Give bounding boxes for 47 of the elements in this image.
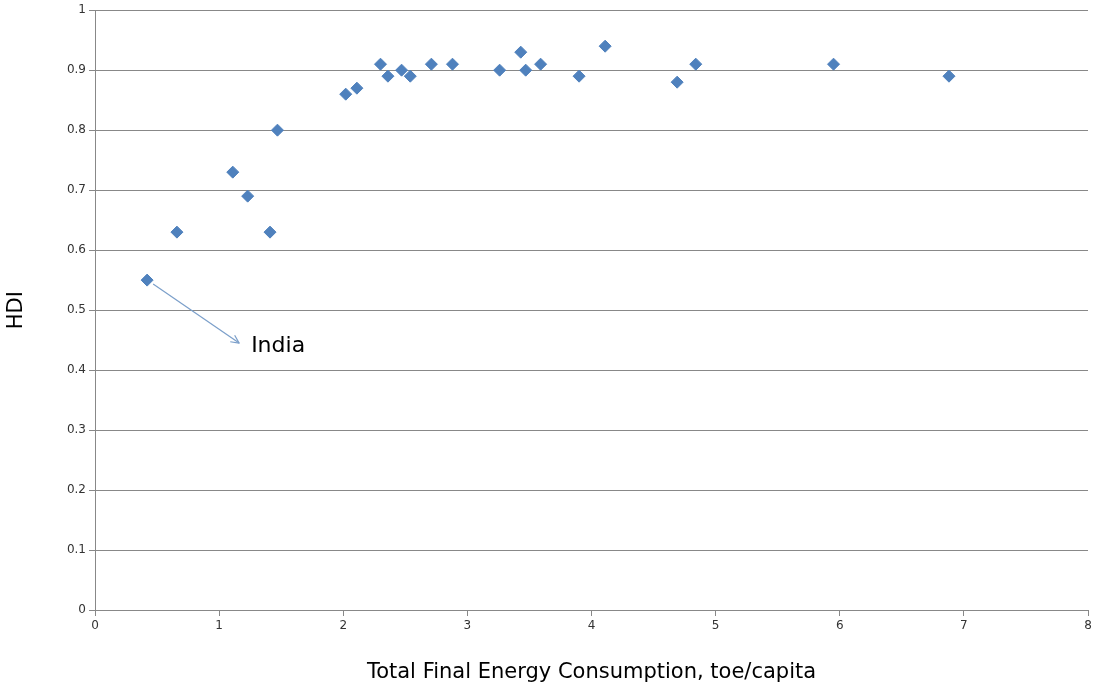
y-tick-label: 0.4 — [66, 362, 86, 377]
x-axis-title: Total Final Energy Consumption, toe/capita — [365, 658, 817, 683]
x-tick-label: 3 — [463, 618, 472, 633]
point — [445, 57, 459, 71]
point — [689, 57, 703, 71]
point — [519, 63, 533, 77]
y-tick-label: 0.5 — [66, 302, 86, 317]
point — [373, 57, 387, 71]
y-tick-label: 1 — [78, 2, 86, 17]
y-axis-title: HDI — [3, 291, 28, 330]
point — [140, 273, 154, 287]
x-tick-label: 2 — [339, 618, 348, 633]
x-tick-label: 8 — [1084, 618, 1092, 633]
point — [942, 69, 956, 83]
x-tick-label: 4 — [587, 618, 596, 633]
point — [670, 75, 684, 89]
x-tick-label: 0 — [91, 618, 99, 633]
point — [226, 165, 240, 179]
point — [350, 81, 364, 95]
y-tick-label: 0.3 — [66, 422, 86, 437]
point — [270, 123, 284, 137]
x-tick-label: 1 — [215, 618, 223, 633]
y-tick-label: 0 — [78, 602, 86, 617]
y-tick-label: 0.7 — [66, 182, 86, 197]
point — [827, 57, 841, 71]
y-tick-label: 0.9 — [66, 62, 86, 77]
point — [598, 39, 612, 53]
point — [381, 69, 395, 83]
point — [170, 225, 184, 239]
point — [339, 87, 353, 101]
point — [241, 189, 255, 203]
y-tick-label: 0.8 — [66, 122, 86, 137]
point — [263, 225, 277, 239]
y-tick-label: 0.6 — [66, 242, 86, 257]
x-tick-label: 7 — [960, 618, 968, 633]
y-tick-label: 0.2 — [66, 482, 86, 497]
point — [572, 69, 586, 83]
point — [424, 57, 438, 71]
x-tick-label: 6 — [835, 618, 844, 633]
y-tick-label: 0.1 — [66, 542, 86, 557]
point — [395, 63, 409, 77]
point — [493, 63, 507, 77]
annotation: India — [251, 331, 306, 357]
point — [534, 57, 548, 71]
point — [403, 69, 417, 83]
point — [514, 45, 528, 59]
x-tick-label: 5 — [711, 618, 720, 633]
